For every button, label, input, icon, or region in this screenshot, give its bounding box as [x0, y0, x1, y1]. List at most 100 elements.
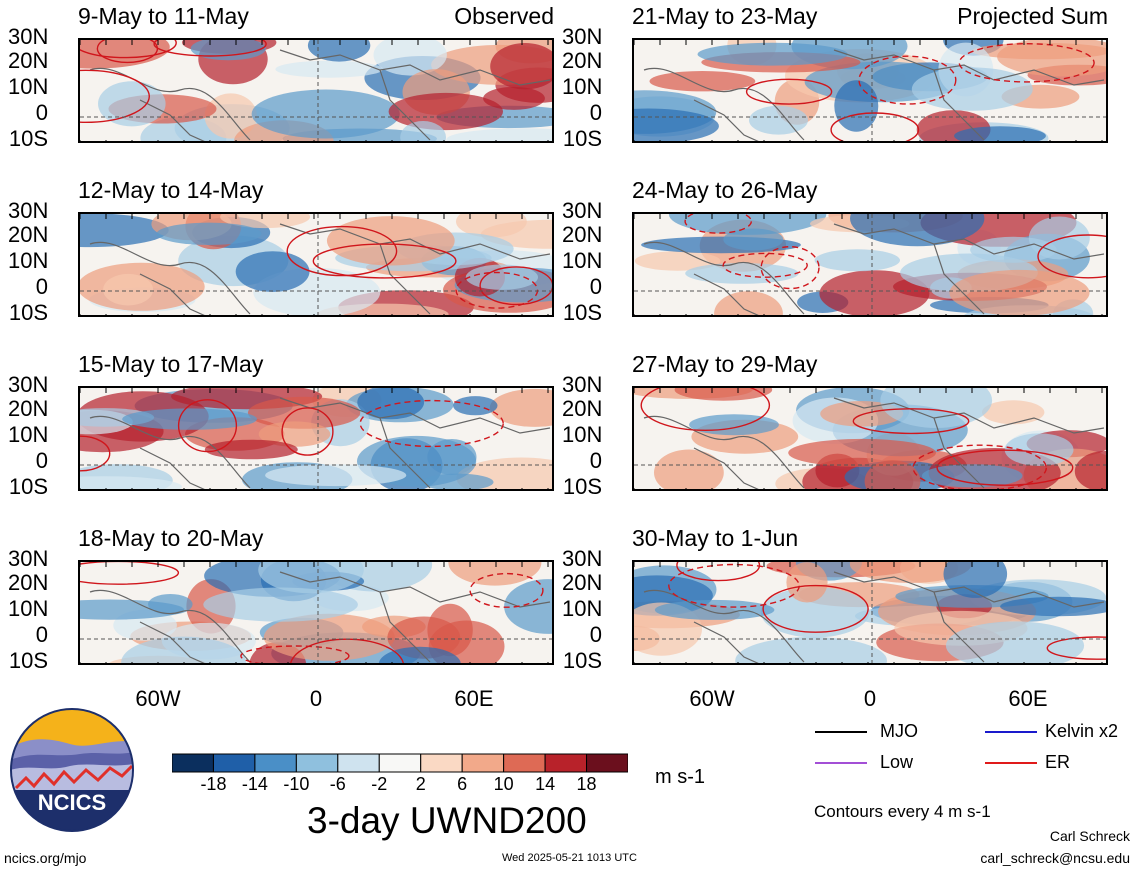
legend-line-mjo	[815, 731, 867, 733]
lon-label: 60E	[1008, 686, 1048, 711]
colorbar-swatch	[172, 753, 214, 773]
panel-title: 21-May to 23-May	[632, 3, 818, 29]
lon-label: 0	[863, 686, 877, 711]
colorbar	[172, 753, 628, 773]
colorbar-swatch	[544, 753, 588, 773]
lat-label: 10S	[562, 300, 602, 325]
lat-label: 20N	[8, 396, 49, 421]
lat-label: 10S	[8, 648, 48, 673]
colorbar-tick: -2	[371, 774, 388, 794]
lat-label: 10N	[562, 248, 603, 273]
legend-label-low: Low	[880, 752, 914, 772]
site-link[interactable]: ncics.org/mjo	[4, 850, 87, 866]
colorbar-swatch	[337, 753, 380, 773]
lat-label: 0	[589, 448, 602, 473]
panel-tag: Projected Sum	[957, 3, 1108, 29]
colorbar-tick: -10	[283, 774, 310, 794]
lon-label: 60W	[135, 686, 181, 711]
lat-label: 20N	[8, 48, 49, 73]
panel-title: 15-May to 17-May	[78, 351, 264, 377]
panel-title: 24-May to 26-May	[632, 177, 818, 203]
colorbar-swatch	[420, 753, 463, 773]
colorbar-swatch	[254, 753, 297, 773]
legend-line-kelvin	[985, 731, 1037, 733]
email[interactable]: carl_schreck@ncsu.edu	[980, 850, 1130, 866]
legend-label-kelvin: Kelvin x2	[1045, 721, 1119, 741]
colorbar-swatch	[503, 753, 546, 773]
lat-label: 10S	[8, 474, 48, 499]
logo-text: NCICS	[38, 790, 106, 815]
map-panel	[78, 38, 554, 143]
lat-label: 30N	[8, 24, 49, 49]
author: Carl Schreck	[1049, 828, 1130, 844]
map-panel	[78, 212, 554, 317]
colorbar-tick: 2	[415, 774, 426, 794]
lat-label: 30N	[562, 198, 603, 223]
colorbar-swatch	[295, 753, 339, 773]
colorbar-tick: 10	[493, 774, 514, 794]
lat-label: 0	[589, 100, 602, 125]
colorbar-tick: -18	[200, 774, 227, 794]
contours-note: Contours every 4 m s-1	[814, 802, 991, 821]
lon-label: 60E	[454, 686, 494, 711]
lat-label: 20N	[8, 570, 49, 595]
map-panel	[78, 560, 554, 665]
timestamp: Wed 2025-05-21 1013 UTC	[502, 852, 637, 864]
panel-title: 18-May to 20-May	[78, 525, 264, 551]
lat-label: 10N	[562, 422, 603, 447]
lon-label: 0	[309, 686, 323, 711]
lat-label: 20N	[562, 396, 603, 421]
lat-label: 0	[35, 274, 48, 299]
colorbar-tick: -6	[329, 774, 346, 794]
colorbar-tick: -14	[241, 774, 268, 794]
lat-label: 10S	[562, 474, 602, 499]
map-panel	[632, 560, 1108, 665]
colorbar-swatch	[586, 753, 628, 773]
lat-label: 20N	[562, 48, 603, 73]
lat-label: 10S	[562, 126, 602, 151]
legend-line-er	[985, 762, 1037, 764]
panel-title: 27-May to 29-May	[632, 351, 818, 377]
lat-label: 30N	[8, 198, 49, 223]
panel-title: 12-May to 14-May	[78, 177, 264, 203]
map-panel	[632, 212, 1108, 317]
lat-label: 10N	[562, 596, 603, 621]
lat-label: 10S	[8, 126, 48, 151]
map-panel	[632, 386, 1108, 491]
lat-label: 30N	[562, 546, 603, 571]
lat-label: 30N	[8, 546, 49, 571]
ncics-logo: NCICS	[10, 708, 134, 832]
lat-label: 0	[589, 274, 602, 299]
lat-label: 10S	[8, 300, 48, 325]
lat-label: 20N	[562, 570, 603, 595]
lat-label: 30N	[8, 372, 49, 397]
colorbar-swatch	[461, 753, 505, 773]
map-panel	[78, 386, 554, 491]
legend-label-er: ER	[1045, 752, 1071, 772]
colorbar-tick: 14	[535, 774, 556, 794]
colorbar-swatch	[378, 753, 422, 773]
colorbar-units: m s-1	[655, 766, 705, 788]
panel-title: 9-May to 11-May	[78, 3, 249, 29]
map-panel	[632, 38, 1108, 143]
colorbar-title: 3-day UWND200	[307, 800, 587, 841]
colorbar-tick: 6	[457, 774, 468, 794]
lat-label: 0	[35, 622, 48, 647]
lat-label: 0	[35, 448, 48, 473]
lat-label: 10N	[8, 596, 49, 621]
panel-tag: Observed	[454, 3, 554, 29]
lat-label: 30N	[562, 24, 603, 49]
panel-title: 30-May to 1-Jun	[632, 525, 799, 551]
lat-label: 0	[589, 622, 602, 647]
legend-label-mjo: MJO	[880, 721, 918, 741]
lat-label: 30N	[562, 372, 603, 397]
lat-label: 20N	[8, 222, 49, 247]
lat-label: 10N	[8, 74, 49, 99]
legend-line-low	[815, 762, 867, 764]
lat-label: 20N	[562, 222, 603, 247]
lon-label: 60W	[689, 686, 735, 711]
colorbar-tick: 18	[576, 774, 597, 794]
lat-label: 0	[35, 100, 48, 125]
lat-label: 10S	[562, 648, 602, 673]
lat-label: 10N	[562, 74, 603, 99]
